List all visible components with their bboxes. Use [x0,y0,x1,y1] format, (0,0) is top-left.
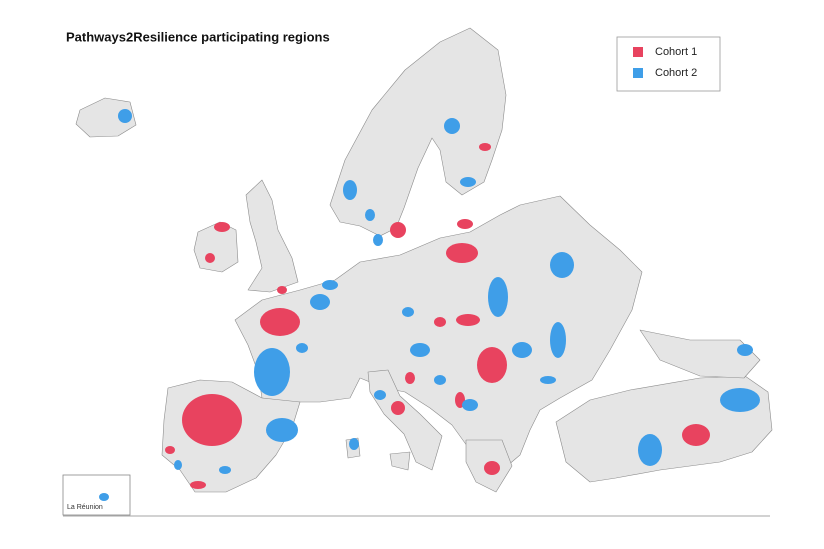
region [720,388,760,412]
region [405,372,415,384]
region [737,344,753,356]
region [174,460,182,470]
region [479,143,491,151]
region [462,399,478,411]
region [550,322,566,358]
legend-swatch [633,47,643,57]
region [260,308,300,336]
region [484,461,500,475]
region [410,343,430,357]
region [434,375,446,385]
region [165,446,175,454]
region [254,348,290,396]
region [343,180,357,200]
region [349,438,359,450]
region [310,294,330,310]
legend-box [616,36,721,92]
region [477,347,507,383]
cohort-2-regions [99,109,760,501]
region [446,243,478,263]
region [322,280,338,290]
region [214,222,230,232]
region [118,109,132,123]
map-title: Pathways2Resilience participating region… [66,29,330,44]
legend: Cohort 1 Cohort 2 [616,36,721,92]
region [374,390,386,400]
region [512,342,532,358]
region [277,286,287,294]
region [365,209,375,221]
region [460,177,476,187]
region [550,252,574,278]
region [488,277,508,317]
inset-label: La Réunion [67,504,103,511]
region [682,424,710,446]
region [373,234,383,246]
landmass [75,27,773,493]
legend-swatch [633,68,643,78]
region [444,118,460,134]
region [456,314,480,326]
region [402,307,414,317]
region [99,493,109,501]
region [457,219,473,229]
region [182,394,242,446]
region [540,376,556,384]
region [391,401,405,415]
region [296,343,308,353]
region [390,222,406,238]
inset-box [62,474,131,516]
legend-label: Cohort 2 [655,67,697,79]
region [219,466,231,474]
region [434,317,446,327]
region [638,434,662,466]
legend-label: Cohort 1 [655,46,697,58]
cohort-1-regions [165,143,710,489]
region [190,481,206,489]
region [266,418,298,442]
region [205,253,215,263]
